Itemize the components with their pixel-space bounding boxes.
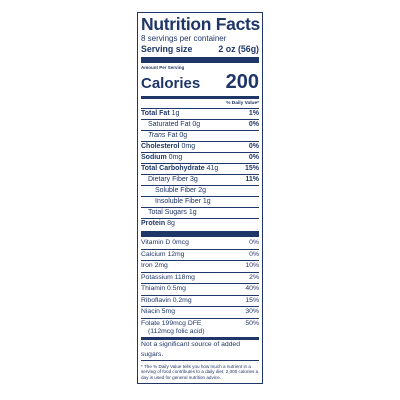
nutrient-label: Insoluble Fiber 1g [155,198,211,205]
nutrient-amount: 0g [192,121,201,128]
nutrient-name: Total Carbohydrate [141,165,205,172]
nutrient-dv: 0% [248,143,259,150]
nutrient-row-total-carbohydrate: Total Carbohydrate 41g 15% [141,163,259,174]
vitamin-label: Folate 199mcg DFE [141,319,202,327]
not-significant-note: Not a significant source of added sugars… [141,336,259,360]
servings-per-container: 8 servings per container [141,34,227,43]
nutrient-row-sodium: Sodium 0mg 0% [141,152,259,163]
nutrient-dv: 1% [248,110,259,117]
vitamin-label: Iron 2mg [141,262,168,269]
daily-value-header: % Daily Value* [226,101,259,106]
nutrient-amount: 3g [190,176,198,183]
vitamin-row: Riboflavin 0.2mg 15% [141,294,259,307]
nutrient-row-protein: Protein 8g [141,218,259,229]
amount-per-serving: Amount Per Serving [141,65,185,70]
vitamin-dv: 50% [245,319,259,327]
vitamin-dv: 30% [245,308,259,315]
nutrient-amount: 8g [167,220,175,227]
vitamin-dv: 10% [245,262,259,269]
nutrient-name: Dietary Fiber [148,176,189,183]
nutrient-name: Cholesterol [141,143,180,150]
nutrient-row-dietary-fiber: Dietary Fiber 3g 11% [141,174,259,185]
label-title: Nutrition Facts [141,14,260,34]
vitamin-row: Calcium 12mg 0% [141,248,259,261]
nutrient-row-insoluble-fiber: Insoluble Fiber 1g [141,196,259,207]
calories-row: Calories 200 [141,71,259,95]
nutrient-name: Total Fat [141,110,170,117]
serving-size-value: 2 oz (56g) [218,44,259,54]
nutrient-dv: 15% [244,165,259,172]
nutrient-name: Saturated Fat [148,121,191,128]
nutrient-name: Trans [148,132,166,139]
daily-value-footnote: * The % Daily Value tells you how much a… [141,359,259,381]
nutrient-amount: 41g [206,165,219,172]
vitamin-row: Potassium 118mg 2% [141,271,259,284]
nutrition-facts-label: Nutrition Facts 8 servings per container… [137,12,263,385]
serving-size-label: Serving size [141,44,193,54]
nutrient-dv: 0% [248,154,259,161]
nutrient-row-trans-fat: Trans Fat 0g [141,130,259,141]
vitamin-dv: 40% [245,285,259,292]
nutrient-row-total-fat: Total Fat 1g 1% [141,108,259,119]
nutrient-name: Sodium [141,154,167,161]
serving-size-row: Serving size 2 oz (56g) [141,44,259,55]
vitamin-sublabel: (112mcg folic acid) [148,328,205,335]
nutrient-row-saturated-fat: Saturated Fat 0g 0% [141,119,259,130]
nutrient-amount: 1g [171,110,180,117]
nutrient-row-total-sugars: Total Sugars 1g [141,207,259,218]
vitamin-row: Vitamin D 0mcg 0% [141,238,259,249]
nutrient-row-cholesterol: Cholesterol 0mg 0% [141,141,259,152]
nutrient-label: Total Sugars 1g [148,209,197,216]
medium-divider [141,96,259,99]
thick-divider [141,231,259,237]
calories-label: Calories [141,75,201,92]
vitamin-label: Vitamin D 0mcg [141,239,189,246]
vitamin-label: Riboflavin 0.2mg [141,296,192,304]
nutrient-amount: Fat 0g [167,132,188,139]
nutrient-dv: 0% [248,121,259,128]
vitamin-dv: 0% [249,250,259,258]
nutrient-row-soluble-fiber: Soluble Fiber 2g [141,185,259,196]
vitamin-row: Iron 2mg 10% [141,260,259,272]
vitamin-row: Niacin 5mg 30% [141,306,259,318]
vitamin-dv: 15% [245,296,259,304]
vitamin-label: Niacin 5mg [141,308,175,315]
vitamin-row-folate: Folate 199mcg DFE (112mcg folic acid) 50… [141,317,259,337]
vitamin-dv: 0% [249,239,259,246]
vitamin-dv: 2% [249,273,259,281]
vitamin-label: Potassium 118mg [141,273,195,281]
thick-divider [141,57,259,63]
vitamin-row: Thiamin 0.5mg 40% [141,283,259,295]
vitamin-label: Thiamin 0.5mg [141,285,186,292]
nutrient-label: Soluble Fiber 2g [155,187,206,194]
nutrient-amount: 0mg [168,154,183,161]
vitamin-label: Calcium 12mg [141,250,185,258]
nutrient-dv: 11% [245,176,259,183]
calories-value: 200 [225,71,259,93]
nutrient-amount: 0mg [181,143,196,150]
nutrient-name: Protein [141,220,166,227]
